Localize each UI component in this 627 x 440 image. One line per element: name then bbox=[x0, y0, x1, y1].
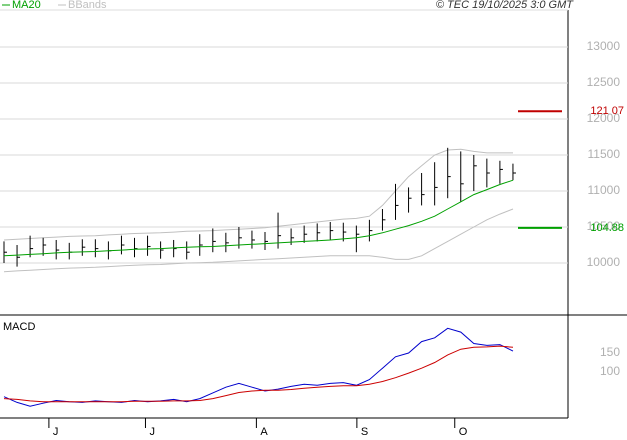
y-tick-label: 10000 bbox=[587, 255, 621, 269]
band-upper bbox=[3, 148, 513, 241]
y-tick-label: 10500 bbox=[587, 219, 621, 233]
y-tick-label: 13000 bbox=[587, 39, 621, 53]
ma-line bbox=[3, 179, 514, 257]
band-lower bbox=[3, 208, 514, 273]
y-tick-label: 100 bbox=[600, 364, 620, 378]
x-tick-label: O bbox=[459, 426, 468, 438]
x-tick-label: S bbox=[361, 426, 368, 438]
level-label: 121 07 bbox=[590, 105, 624, 117]
x-tick-label: J bbox=[149, 426, 155, 438]
panel-title: MACD bbox=[3, 321, 35, 333]
y-tick-label: 11500 bbox=[588, 147, 621, 161]
level-label: 104.88 bbox=[590, 222, 624, 234]
x-tick-label: A bbox=[260, 426, 268, 438]
y-tick-label: 11000 bbox=[588, 183, 621, 197]
x-tick-label: J bbox=[53, 426, 59, 438]
y-tick-label: 12500 bbox=[587, 75, 621, 89]
legend-label: BBands bbox=[68, 0, 107, 11]
y-tick-label: 150 bbox=[600, 345, 620, 359]
legend-label: MA20 bbox=[12, 0, 41, 11]
macd-line bbox=[3, 345, 514, 403]
copyright: © TEC 19/10/2025 3:0 GMT bbox=[436, 0, 574, 11]
y-tick-label: 12000 bbox=[587, 111, 621, 125]
